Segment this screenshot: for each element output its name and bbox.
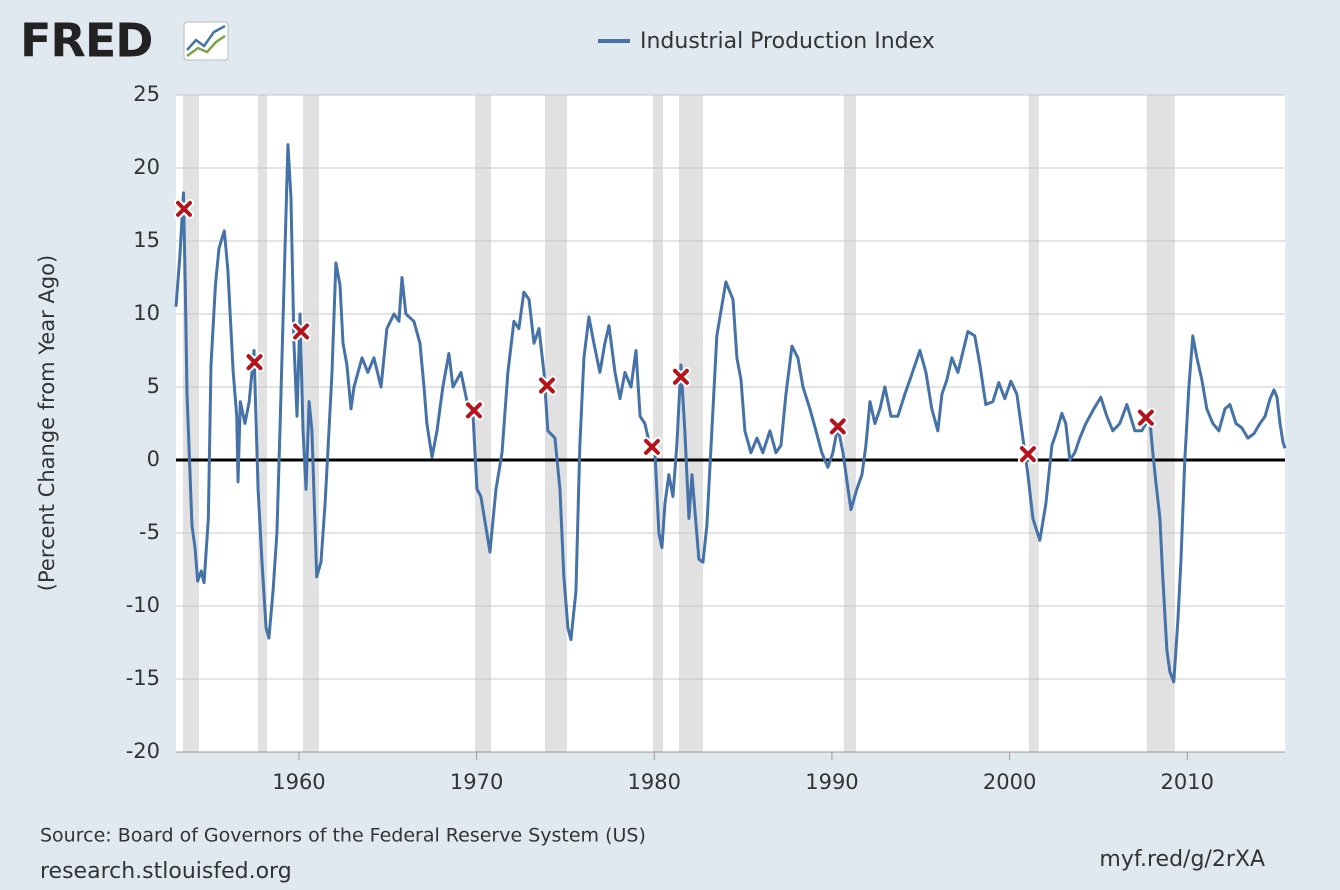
site: research.stlouisfed.org [40,859,292,884]
marker [536,375,557,396]
marker [670,366,691,387]
recession-band [1028,95,1039,752]
marker-cross [1137,409,1154,426]
y-tick-label: 10 [133,301,160,325]
marker [463,400,484,421]
y-tick-label: -10 [126,593,160,617]
marker-cross [672,368,689,385]
x-tick-label: 1970 [450,770,503,794]
source: Source: Board of Governors of the Federa… [40,825,646,847]
recession-band [182,95,199,752]
marker [1135,407,1156,428]
marker-cross [465,402,482,419]
marker [291,321,312,342]
y-tick-label: 0 [147,447,160,471]
x-tick-label: 2000 [983,770,1036,794]
y-axis-label: (Percent Change from Year Ago) [35,255,59,591]
marker-cross [246,354,263,371]
marker-cross [643,438,660,455]
link: myf.red/g/2rXA [1099,847,1265,872]
y-tick-label: 20 [133,155,160,179]
x-tick-label: 1960 [272,770,325,794]
marker [173,198,194,219]
marker-cross [175,200,192,217]
y-tick-label: 5 [147,374,160,398]
logo-icon [183,21,229,61]
recession-band [843,95,856,752]
series-line [174,143,1287,684]
y-tick-label: -20 [126,739,160,763]
plot-area [176,95,1285,752]
x-tick-label: 1990 [805,770,858,794]
y-tick-label: -5 [139,520,160,544]
x-tick-label: 2010 [1161,770,1214,794]
marker [1017,444,1038,465]
marker [244,352,265,373]
marker-cross [829,418,846,435]
marker [641,436,662,457]
marker-cross [1019,446,1036,463]
marker [827,416,848,437]
recession-band [678,95,703,752]
logo: FRED [20,14,152,68]
marker-cross [293,323,310,340]
y-tick-label: -15 [126,666,160,690]
recession-band [257,95,267,752]
recession-band [653,95,663,752]
recession-band [545,95,568,752]
recession-band [475,95,492,752]
y-tick-label: 25 [133,82,160,106]
legend-label: Industrial Production Index [640,29,935,54]
marker-cross [538,377,555,394]
x-tick-label: 1980 [628,770,681,794]
y-tick-label: 15 [133,228,160,252]
